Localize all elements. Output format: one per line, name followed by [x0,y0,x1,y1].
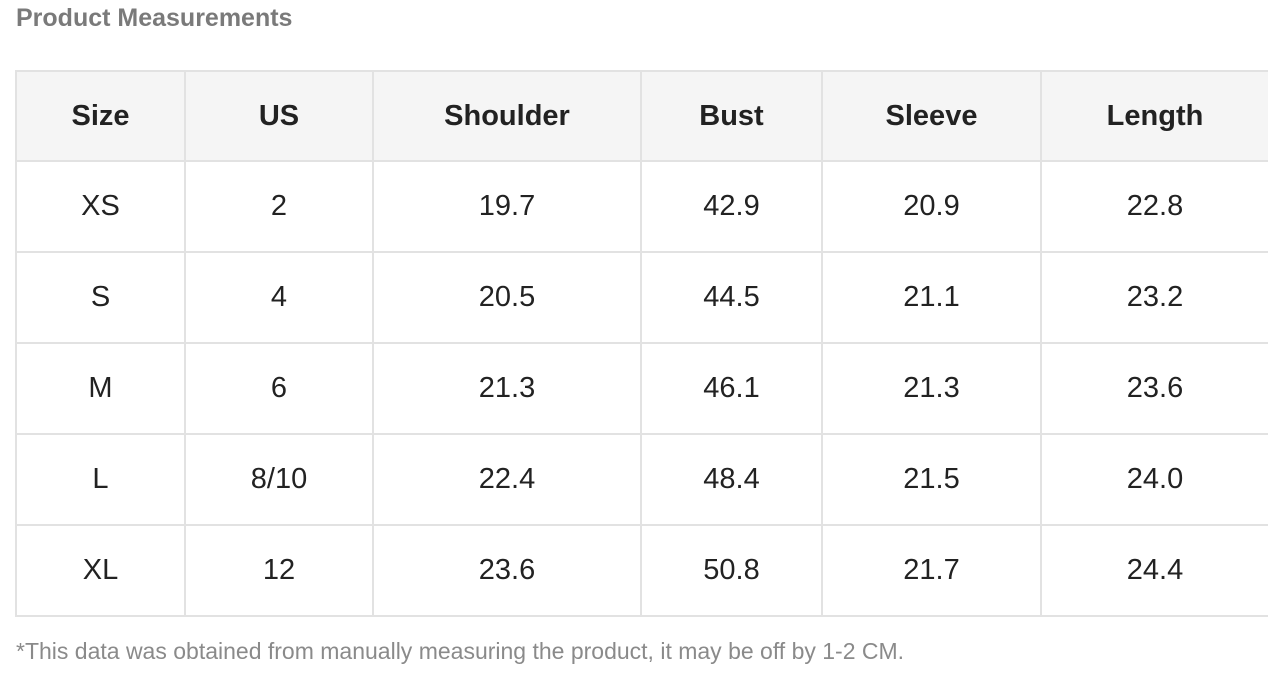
table-row: XL 12 23.6 50.8 21.7 24.4 [15,524,1268,617]
table-cell: 21.3 [821,342,1042,435]
table-cell: 8/10 [184,433,374,526]
table-cell: 24.0 [1040,433,1268,526]
column-header: Size [15,70,186,162]
table-row: XS 2 19.7 42.9 20.9 22.8 [15,160,1268,253]
table-cell: 20.9 [821,160,1042,253]
table-cell: 48.4 [640,433,823,526]
table-cell: 20.5 [372,251,642,344]
table-cell: 12 [184,524,374,617]
table-cell: 23.6 [1040,342,1268,435]
column-header: Shoulder [372,70,642,162]
table-cell: 19.7 [372,160,642,253]
table-cell: 21.3 [372,342,642,435]
column-header: Length [1040,70,1268,162]
table-body: XS 2 19.7 42.9 20.9 22.8 S 4 20.5 44.5 21.1 23.2 M 6 2… [15,160,1268,617]
table-cell: XS [15,160,186,253]
table-cell: 50.8 [640,524,823,617]
table-cell: 21.5 [821,433,1042,526]
table-cell: XL [15,524,186,617]
table-cell: 6 [184,342,374,435]
table-cell: 24.4 [1040,524,1268,617]
table-cell: M [15,342,186,435]
table-cell: L [15,433,186,526]
table-row: L 8/10 22.4 48.4 21.5 24.0 [15,433,1268,526]
column-header: Bust [640,70,823,162]
table-cell: S [15,251,186,344]
table-row: M 6 21.3 46.1 21.3 23.6 [15,342,1268,435]
table-cell: 4 [184,251,374,344]
table-cell: 44.5 [640,251,823,344]
footnote: *This data was obtained from manually me… [16,638,905,664]
table-cell: 23.2 [1040,251,1268,344]
table-head: Size US Shoulder Bust Sleeve Length [15,70,1268,162]
table-cell: 21.7 [821,524,1042,617]
table-cell: 22.4 [372,433,642,526]
measurement-table: Size US Shoulder Bust Sleeve Length XS 2 19.7 42… [15,70,1268,617]
table-cell: 46.1 [640,342,823,435]
table-cell: 23.6 [372,524,642,617]
column-header: US [184,70,374,162]
table-cell: 21.1 [821,251,1042,344]
column-header: Sleeve [821,70,1042,162]
title: Product Measurements [16,4,293,32]
table-cell: 2 [184,160,374,253]
table-row: S 4 20.5 44.5 21.1 23.2 [15,251,1268,344]
table-cell: 42.9 [640,160,823,253]
header-row: Size US Shoulder Bust Sleeve Length [15,70,1268,162]
table-cell: 22.8 [1040,160,1268,253]
